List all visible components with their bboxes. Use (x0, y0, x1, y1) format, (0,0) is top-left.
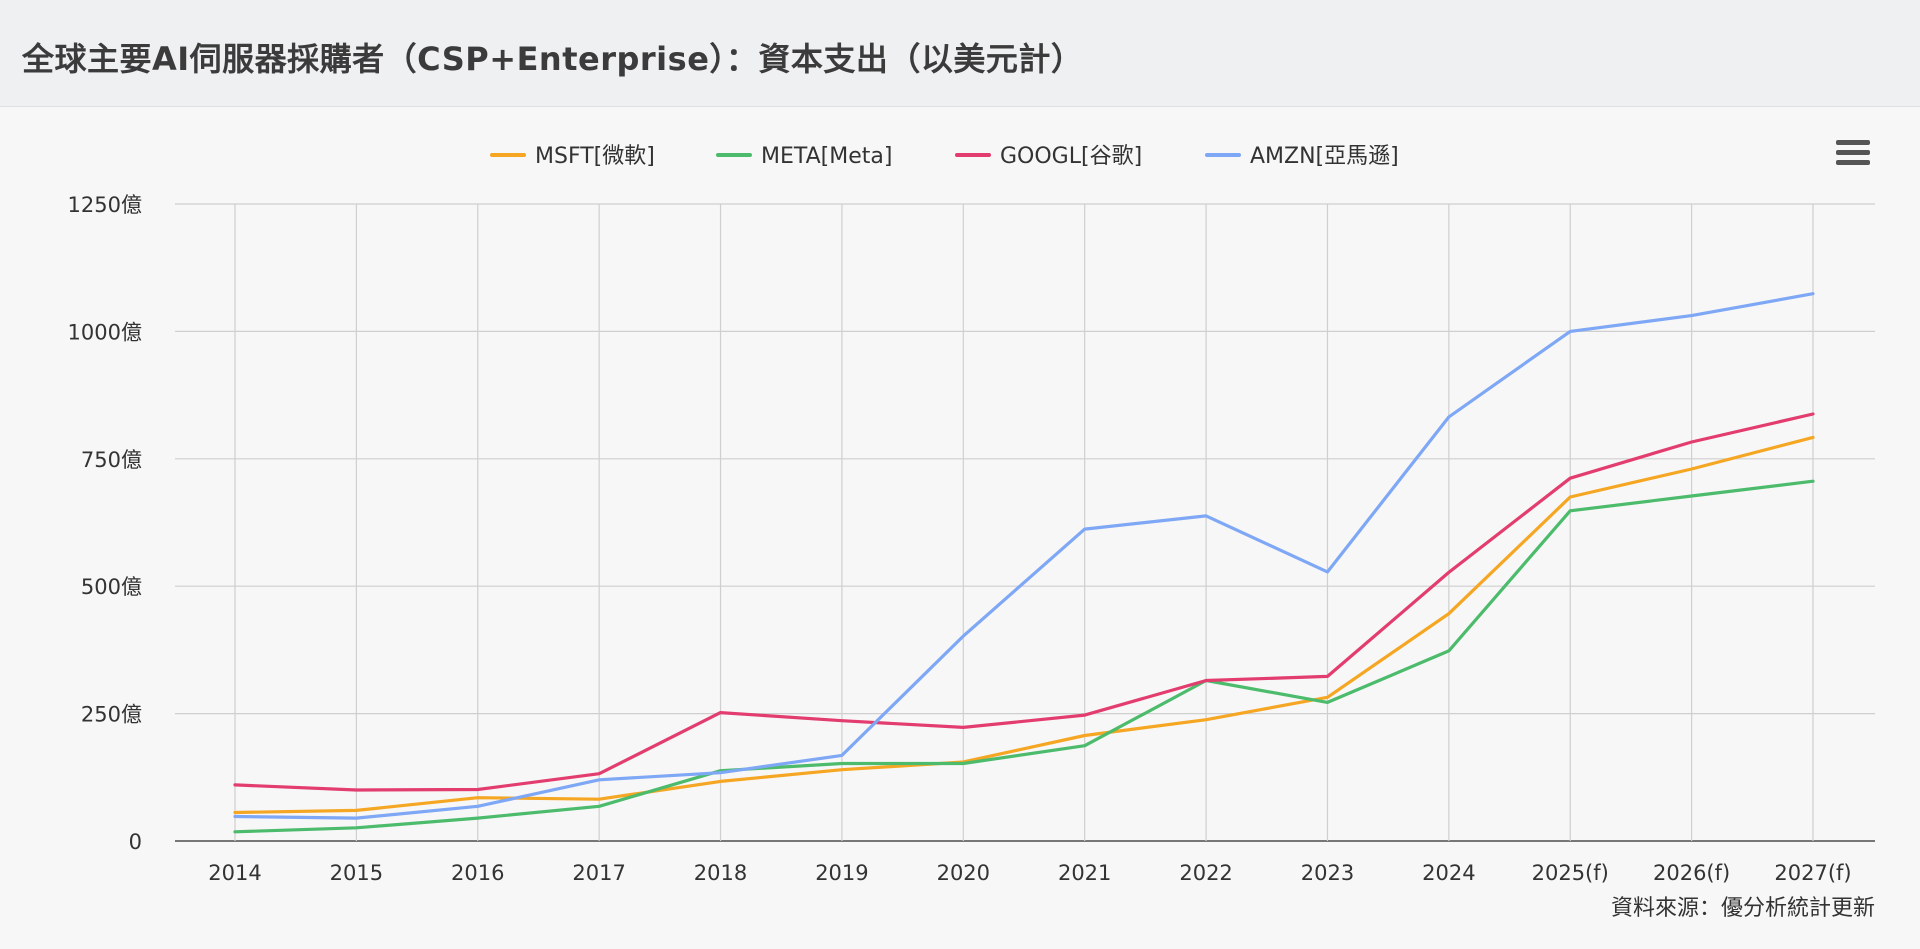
series-line[interactable] (233, 435, 1815, 815)
legend-label: MSFT[微軟] (535, 144, 655, 169)
legend-item[interactable]: GOOGL[谷歌] (955, 144, 1142, 169)
x-tick-label: 2017 (572, 861, 625, 885)
y-axis: 0 250億 500億 750億 1000億 1250億 (68, 193, 142, 854)
chart-area: 0 250億 500億 750億 1000億 1250億 2014 2015 2016 2017… (0, 108, 1920, 949)
chart-header: 全球主要AI伺服器採購者（CSP+Enterprise）：資本支出（以美元計） (0, 0, 1920, 107)
y-tick-label: 1000億 (68, 320, 142, 344)
legend-label: META[Meta] (761, 144, 892, 169)
y-tick-label: 750億 (81, 448, 142, 472)
grid-lines (175, 203, 1875, 842)
legend-label: GOOGL[谷歌] (1000, 144, 1142, 169)
x-tick-label: 2021 (1058, 861, 1111, 885)
x-tick-label: 2018 (694, 861, 747, 885)
x-tick-label: 2023 (1301, 861, 1354, 885)
line-chart: 0 250億 500億 750億 1000億 1250億 2014 2015 2016 2017… (68, 138, 1875, 921)
source-note: 資料來源：優分析統計更新 (1611, 896, 1875, 921)
legend-label: AMZN[亞馬遜] (1250, 144, 1399, 169)
y-tick-label: 250億 (81, 703, 142, 727)
legend-item[interactable]: AMZN[亞馬遜] (1205, 144, 1399, 169)
legend[interactable]: MSFT[微軟] META[Meta] GOOGL[谷歌] AMZN[亞馬遜] (490, 144, 1399, 169)
x-tick-label: 2015 (330, 861, 383, 885)
hamburger-menu-icon[interactable] (1835, 138, 1871, 170)
x-tick-label: 2019 (815, 861, 868, 885)
x-tick-label: 2027(f) (1774, 861, 1851, 885)
y-tick-label: 0 (129, 830, 142, 854)
x-tick-label: 2025(f) (1532, 861, 1609, 885)
legend-item[interactable]: META[Meta] (716, 144, 892, 169)
y-tick-label: 1250億 (68, 193, 142, 217)
series-line[interactable] (233, 412, 1815, 792)
series-line[interactable] (233, 479, 1815, 834)
x-tick-label: 2014 (208, 861, 261, 885)
x-tick-label: 2026(f) (1653, 861, 1730, 885)
page-title: 全球主要AI伺服器採購者（CSP+Enterprise）：資本支出（以美元計） (22, 40, 1084, 78)
x-tick-label: 2024 (1422, 861, 1475, 885)
x-tick-label: 2022 (1179, 861, 1232, 885)
series-line[interactable] (233, 292, 1815, 820)
x-tick-label: 2020 (937, 861, 990, 885)
y-tick-label: 500億 (81, 575, 142, 599)
x-axis: 2014 2015 2016 2017 2018 2019 2020 2021 2022 2023… (208, 861, 1851, 885)
x-tick-label: 2016 (451, 861, 504, 885)
legend-item[interactable]: MSFT[微軟] (490, 144, 655, 169)
series-lines (233, 292, 1815, 834)
